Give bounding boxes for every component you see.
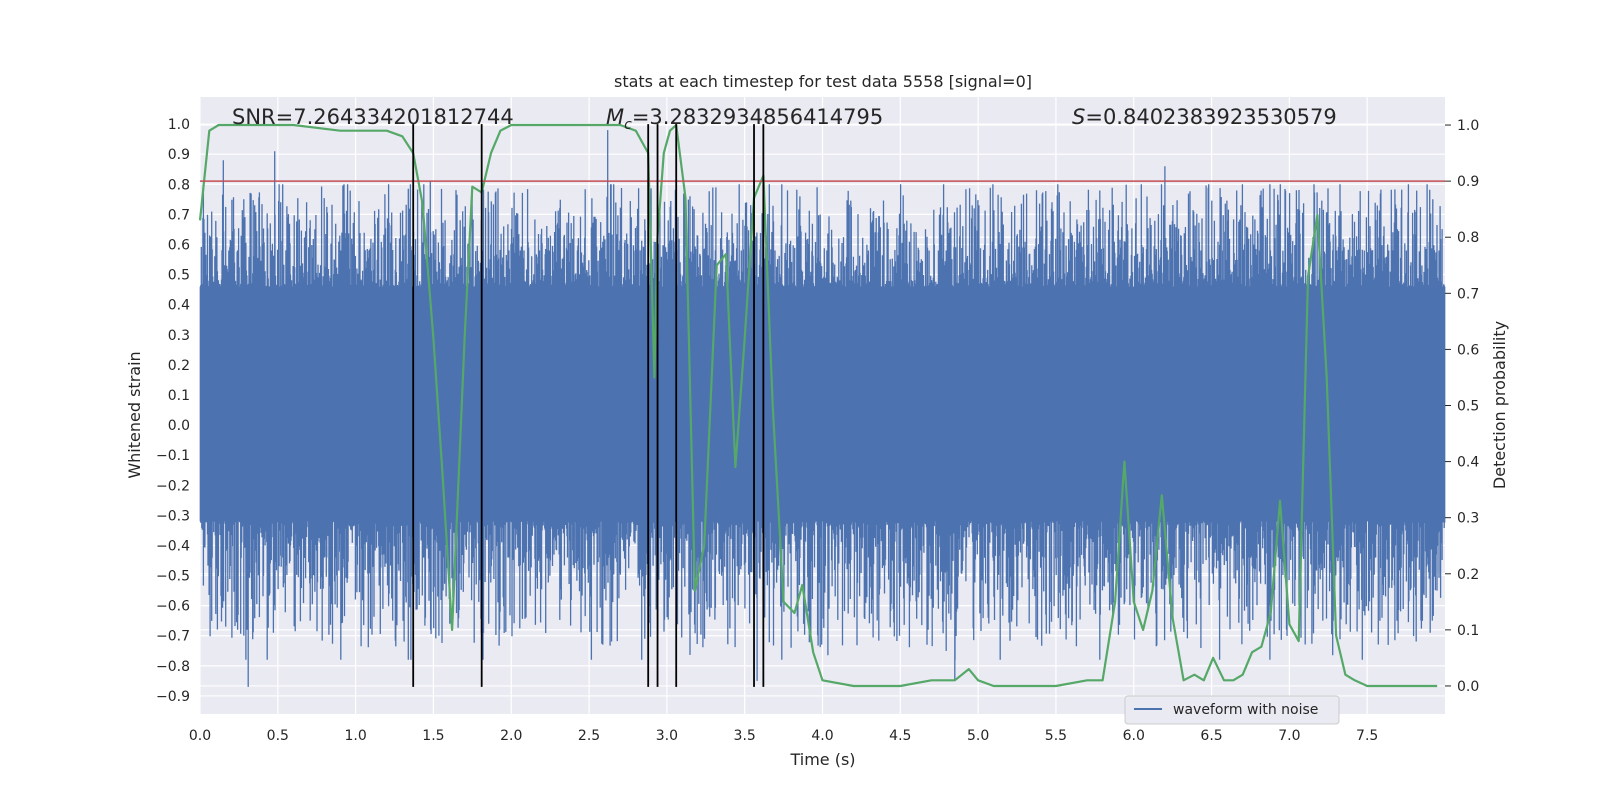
x-tick-label: 5.0 (967, 728, 989, 744)
chirp-mass-value: =3.2832934856414795 (632, 105, 883, 129)
s-value: =0.8402383923530579 (1085, 105, 1336, 129)
y-left-tick-label: −0.8 (156, 659, 190, 675)
y-right-tick-label: 1.0 (1457, 118, 1479, 134)
y-left-axis-ticks: 1.0 0.9 0.8 0.7 0.6 0.5 0.4 0.3 0.2 0.1 0.0 −0.1 −0.… (156, 117, 190, 705)
probability-series (198, 123, 1438, 688)
y-left-tick-label: 0.5 (168, 268, 190, 284)
y-right-tick-label: 0.4 (1457, 455, 1479, 471)
s-annotation: S=0.8402383923530579 (1072, 105, 1337, 129)
x-axis-label: Time (s) (789, 750, 855, 769)
y-left-tick-label: −0.9 (156, 689, 190, 705)
y-right-tick-label: 0.1 (1457, 623, 1479, 639)
snr-annotation: SNR=7.264334201812744 (232, 105, 514, 129)
x-tick-label: 3.5 (734, 728, 756, 744)
y-left-tick-label: −0.2 (156, 478, 190, 494)
x-tick-label: 0.5 (267, 728, 289, 744)
x-tick-label: 7.0 (1278, 728, 1300, 744)
x-tick-label: 2.5 (578, 728, 600, 744)
y-right-tick-label: 0.3 (1457, 511, 1479, 527)
y-left-tick-label: 0.9 (168, 147, 190, 163)
chart-title: stats at each timestep for test data 555… (614, 72, 1032, 91)
y-left-tick-label: 0.3 (168, 328, 190, 344)
y-left-tick-label: −0.7 (156, 629, 190, 645)
y-left-tick-label: −0.1 (156, 448, 190, 464)
y-left-tick-label: −0.5 (156, 569, 190, 585)
y-left-tick-label: −0.4 (156, 538, 190, 554)
x-tick-label: 3.0 (656, 728, 678, 744)
y-left-tick-label: −0.3 (156, 508, 190, 524)
legend-box (1124, 695, 1340, 725)
y-right-tick-label: 0.7 (1457, 286, 1479, 302)
y-left-tick-label: −0.6 (156, 599, 190, 615)
x-tick-label: 2.0 (500, 728, 522, 744)
legend: waveform with noise (1124, 695, 1340, 725)
x-tick-label: 4.0 (811, 728, 833, 744)
y-left-tick-label: 0.8 (168, 177, 190, 193)
x-tick-label: 6.5 (1200, 728, 1222, 744)
x-tick-label: 0.0 (189, 728, 211, 744)
chirp-mass-symbol: M (606, 105, 624, 129)
x-tick-label: 1.5 (422, 728, 444, 744)
x-tick-label: 6.0 (1123, 728, 1145, 744)
y-right-tick-label: 0.8 (1457, 230, 1479, 246)
y-left-tick-label: 0.1 (168, 388, 190, 404)
strain-series (199, 130, 1446, 687)
y-right-tick-label: 0.0 (1457, 679, 1479, 695)
y-right-axis-ticks: 1.0 0.9 0.8 0.7 0.6 0.5 0.4 0.3 0.2 0.1 0.0 (1445, 118, 1479, 695)
y-left-tick-label: 1.0 (168, 117, 190, 133)
x-tick-label: 5.5 (1045, 728, 1067, 744)
y-right-tick-label: 0.9 (1457, 174, 1479, 190)
y-right-tick-label: 0.2 (1457, 567, 1479, 583)
y-left-tick-label: 0.2 (168, 358, 190, 374)
y-left-tick-label: 0.6 (168, 237, 190, 253)
detection-probability-line (198, 123, 1438, 688)
y-right-tick-label: 0.5 (1457, 399, 1479, 415)
legend-entry-waveform: waveform with noise (1173, 702, 1318, 718)
s-symbol: S (1072, 105, 1085, 129)
overlay-lines (200, 124, 1445, 687)
y-left-tick-label: 0.7 (168, 207, 190, 223)
chirp-mass-subscript: c (624, 117, 632, 133)
chirp-mass-annotation: Mc=3.2832934856414795 (606, 105, 883, 133)
y-right-axis-label: Detection probability (1490, 321, 1509, 489)
x-tick-label: 7.5 (1356, 728, 1378, 744)
x-tick-label: 4.5 (889, 728, 911, 744)
y-left-tick-label: 0.4 (168, 298, 190, 314)
y-left-axis-label: Whitened strain (125, 351, 144, 478)
strain-core-band (200, 292, 1445, 516)
x-tick-label: 1.0 (344, 728, 366, 744)
y-right-tick-label: 0.6 (1457, 342, 1479, 358)
y-left-tick-label: 0.0 (168, 418, 190, 434)
x-axis-ticks: 0.0 0.5 1.0 1.5 2.0 2.5 3.0 3.5 4.0 4.5 5.0 5.5 6.0 6… (189, 728, 1378, 744)
